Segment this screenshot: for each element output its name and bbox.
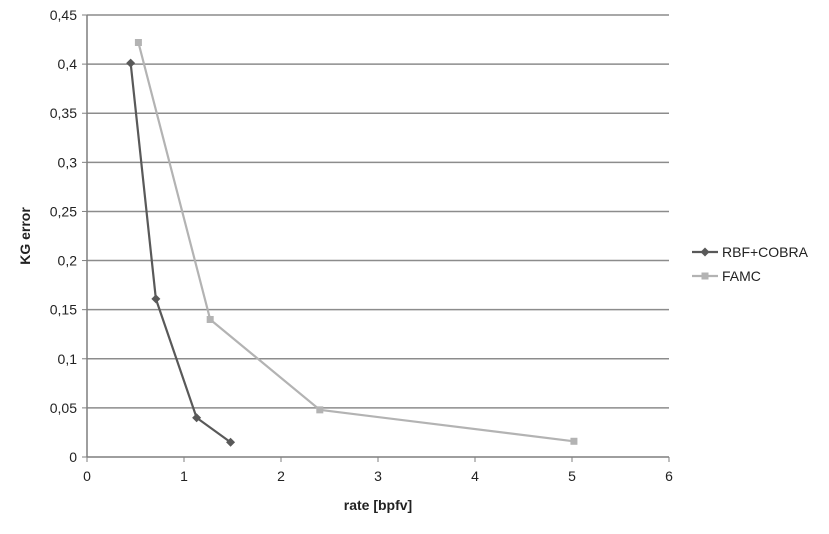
x-tick-label: 5 — [568, 468, 576, 484]
legend-item: RBF+COBRA — [692, 244, 809, 260]
legend-swatch-marker — [700, 247, 710, 257]
x-tick-label: 1 — [180, 468, 188, 484]
legend-swatch-marker — [701, 272, 709, 280]
x-axis-title: rate [bpfv] — [344, 497, 412, 513]
y-tick-label: 0,45 — [50, 7, 77, 23]
y-tick-label: 0,35 — [50, 105, 77, 121]
x-tick-label: 4 — [471, 468, 479, 484]
y-tick-label: 0 — [69, 449, 77, 465]
data-point — [192, 413, 202, 423]
data-point — [316, 406, 324, 414]
grid-layer — [87, 14, 669, 409]
data-point — [134, 39, 142, 47]
legend-label: RBF+COBRA — [722, 244, 809, 260]
x-tick-label: 6 — [665, 468, 673, 484]
x-tick-label: 0 — [83, 468, 91, 484]
series-line — [137, 42, 575, 443]
y-tick-label: 0,2 — [58, 253, 78, 269]
y-tick-label: 0,05 — [50, 400, 77, 416]
legend-item: FAMC — [692, 268, 761, 284]
data-point — [126, 58, 136, 68]
y-tick-label: 0,25 — [50, 203, 77, 219]
y-tick-label: 0,4 — [58, 56, 78, 72]
series-layer — [126, 39, 578, 447]
y-axis-title: KG error — [17, 207, 33, 265]
data-point — [206, 315, 214, 323]
y-tick-label: 0,1 — [58, 351, 78, 367]
y-tick-label: 0,15 — [50, 302, 77, 318]
axis-layer: 0 0,05 0,1 0,15 0,2 0,25 0,3 0,35 0,4 0,45 0 1 2 3 4 5 6 — [50, 7, 673, 484]
series-2 — [134, 39, 578, 445]
legend: RBF+COBRA FAMC — [692, 244, 809, 284]
data-point — [570, 437, 578, 445]
y-tick-label: 0,3 — [58, 154, 78, 170]
legend-label: FAMC — [722, 268, 761, 284]
x-tick-label: 3 — [374, 468, 382, 484]
data-point — [151, 294, 161, 304]
series-line — [129, 63, 232, 444]
data-point — [226, 437, 236, 447]
series-1 — [126, 58, 236, 447]
x-tick-label: 2 — [277, 468, 285, 484]
